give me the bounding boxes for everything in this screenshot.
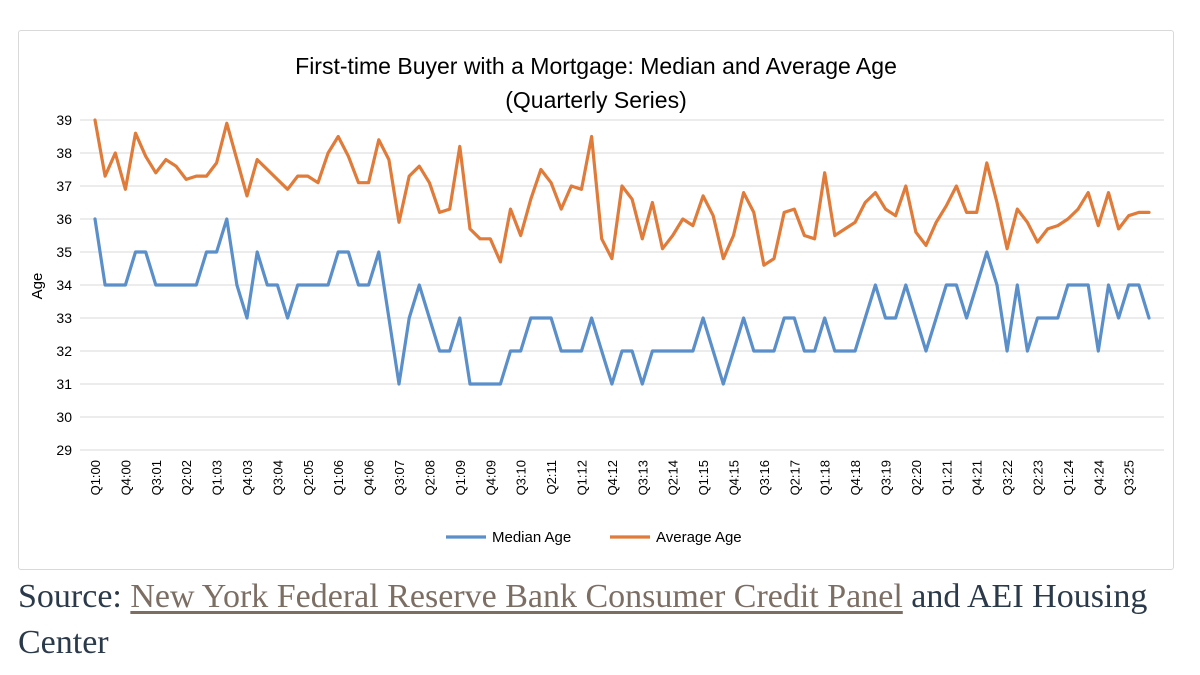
- legend-label: Average Age: [656, 529, 742, 546]
- x-tick-label: Q4:12: [605, 460, 620, 495]
- y-tick-label: 34: [56, 277, 72, 293]
- chart-title-line: First-time Buyer with a Mortgage: Median…: [295, 53, 897, 79]
- x-tick-label: Q2:11: [544, 460, 559, 494]
- x-tick-label: Q4:06: [362, 460, 377, 495]
- x-tick-label: Q3:16: [757, 460, 772, 495]
- x-tick-label: Q1:09: [453, 460, 468, 495]
- x-tick-label: Q2:14: [666, 460, 681, 495]
- x-tick-label: Q2:20: [909, 460, 924, 495]
- x-tick-label: Q1:15: [696, 460, 711, 495]
- x-tick-label: Q1:21: [939, 460, 954, 495]
- y-tick-label: 31: [56, 376, 72, 392]
- x-tick-label: Q3:13: [635, 460, 650, 495]
- x-tick-label: Q4:00: [118, 460, 133, 495]
- y-tick-label: 30: [56, 409, 72, 425]
- y-tick-label: 38: [56, 145, 72, 161]
- x-tick-label: Q3:04: [270, 460, 285, 495]
- y-tick-label: 32: [56, 343, 72, 359]
- x-tick-label: Q1:03: [210, 460, 225, 495]
- y-tick-label: 33: [56, 310, 72, 326]
- x-tick-label: Q3:07: [392, 460, 407, 495]
- source-link[interactable]: New York Federal Reserve Bank Consumer C…: [130, 578, 903, 615]
- x-tick-label: Q3:01: [149, 460, 164, 495]
- series-line-average-age: [93, 118, 1151, 267]
- x-tick-label: Q2:23: [1031, 460, 1046, 495]
- x-tick-label: Q4:18: [848, 460, 863, 495]
- line-chart: First-time Buyer with a Mortgage: Median…: [29, 53, 1164, 546]
- x-tick-label: Q1:18: [818, 460, 833, 495]
- x-tick-label: Q3:25: [1122, 460, 1137, 495]
- x-tick-label: Q4:24: [1091, 460, 1106, 495]
- x-tick-label: Q1:00: [88, 460, 103, 495]
- chart-title-line: (Quarterly Series): [505, 87, 686, 113]
- x-tick-label: Q2:02: [179, 460, 194, 495]
- x-tick-label: Q4:03: [240, 460, 255, 495]
- x-tick-label: Q4:15: [726, 460, 741, 495]
- y-tick-label: 35: [56, 244, 72, 260]
- legend-label: Median Age: [492, 529, 571, 546]
- y-tick-label: 39: [56, 112, 72, 128]
- x-tick-label: Q3:10: [514, 460, 529, 495]
- x-tick-label: Q2:08: [422, 460, 437, 495]
- x-tick-label: Q2:17: [787, 460, 802, 495]
- x-tick-label: Q3:22: [1000, 460, 1015, 495]
- series-line-median-age: [93, 217, 1151, 386]
- source-caption: Source: New York Federal Reserve Bank Co…: [18, 574, 1178, 666]
- y-tick-label: 37: [56, 178, 72, 194]
- y-tick-label: 36: [56, 211, 72, 227]
- x-tick-label: Q1:12: [574, 460, 589, 495]
- source-prefix: Source:: [18, 578, 131, 615]
- x-tick-label: Q4:09: [483, 460, 498, 495]
- y-axis-label: Age: [29, 273, 46, 300]
- source-suffix: and AEI Housing Center: [18, 578, 1148, 661]
- x-tick-label: Q1:06: [331, 460, 346, 495]
- y-tick-label: 29: [56, 442, 72, 458]
- x-tick-label: Q4:21: [970, 460, 985, 495]
- x-tick-label: Q1:24: [1061, 460, 1076, 495]
- x-tick-label: Q2:05: [301, 460, 316, 495]
- x-tick-label: Q3:19: [879, 460, 894, 495]
